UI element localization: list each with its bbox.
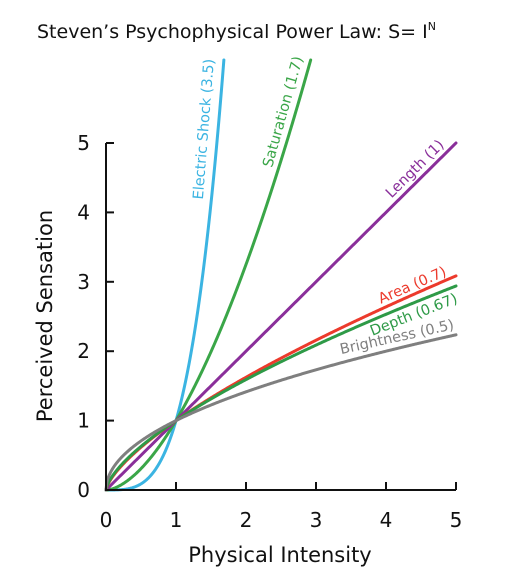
y-tick-label-5: 5 [77,131,90,155]
y-tick-label-3: 3 [77,270,90,294]
x-tick-label-0: 0 [100,508,113,532]
curve-saturation [104,58,313,492]
y-tick-label-2: 2 [77,339,90,363]
chart-title-main: Steven’s Psychophysical Power Law: S= I [37,21,428,43]
curve-depth [104,284,458,492]
y-tick-label-1: 1 [77,409,90,433]
curve-brightness [104,333,458,492]
y-tick-label-0: 0 [77,478,90,502]
chart-title: Steven’s Psychophysical Power Law: S= IN [37,20,436,43]
curves-group [104,58,458,492]
x-axis-ticks: 0 1 2 3 4 5 [100,482,463,532]
series-label-length: Length (1) [383,137,448,201]
y-axis-label: Perceived Sensation [33,210,57,422]
chart-title-superscript: N [428,20,436,33]
y-axis-ticks: 0 1 2 3 4 5 [77,131,114,502]
y-tick-label-4: 4 [77,200,90,224]
x-tick-label-2: 2 [240,508,253,532]
x-tick-label-5: 5 [450,508,463,532]
x-tick-label-3: 3 [310,508,323,532]
x-tick-label-1: 1 [170,508,183,532]
x-axis-label: Physical Intensity [188,543,372,567]
curve-length [104,141,458,492]
series-labels-group: Electric Shock (3.5) Saturation (1.7)Leng… [191,55,460,358]
x-tick-label-4: 4 [380,508,393,532]
